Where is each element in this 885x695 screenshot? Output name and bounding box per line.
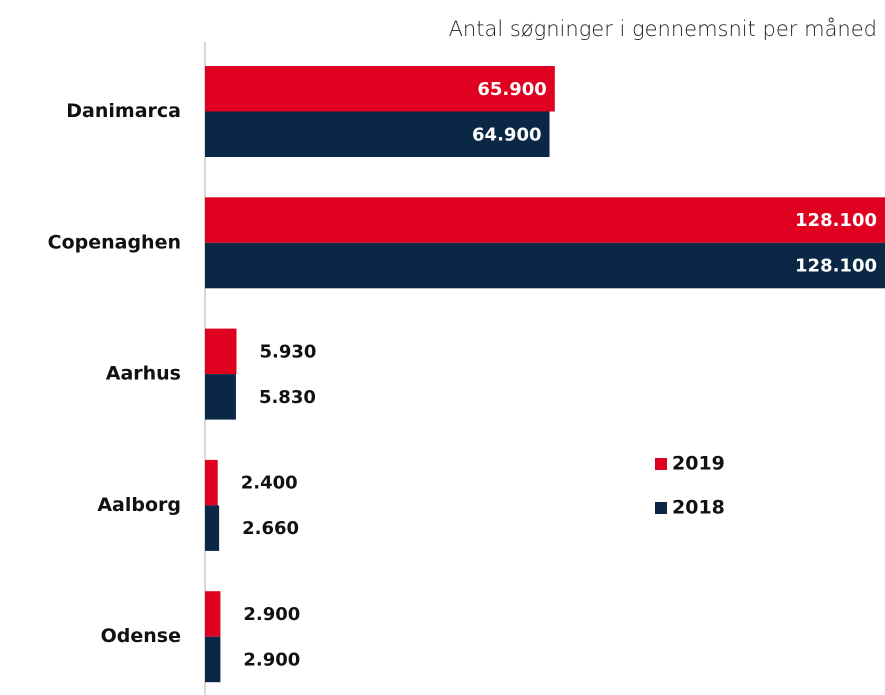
bar (205, 111, 550, 157)
category-label: Odense (101, 625, 181, 647)
bar (205, 242, 885, 289)
category-label: Aarhus (106, 363, 181, 385)
legend-label: 2018 (672, 497, 725, 519)
value-label: 2.400 (241, 473, 298, 494)
value-label: 2.900 (243, 649, 300, 670)
legend-swatch (655, 502, 667, 514)
bar (205, 459, 218, 506)
value-label: 2.660 (242, 518, 299, 539)
value-label: 64.900 (472, 124, 541, 145)
value-label: 5.930 (259, 341, 316, 362)
category-label: Copenaghen (48, 231, 181, 253)
bar (205, 66, 555, 112)
bar (205, 374, 236, 420)
value-label: 128.100 (795, 210, 877, 231)
category-label: Danimarca (66, 100, 181, 122)
value-label: 65.900 (477, 79, 546, 100)
legend-label: 2019 (672, 453, 725, 475)
value-label: 5.830 (259, 387, 316, 408)
chart-title: Antal søgninger i gennemsnit per måned (449, 17, 877, 41)
bar (205, 197, 885, 243)
bar (205, 636, 221, 683)
bar (205, 328, 237, 375)
legend-swatch (655, 458, 667, 470)
bar (205, 591, 221, 637)
value-label: 2.900 (243, 604, 300, 625)
value-label: 128.100 (795, 256, 877, 277)
category-label: Aalborg (97, 494, 181, 516)
bar (205, 505, 220, 551)
